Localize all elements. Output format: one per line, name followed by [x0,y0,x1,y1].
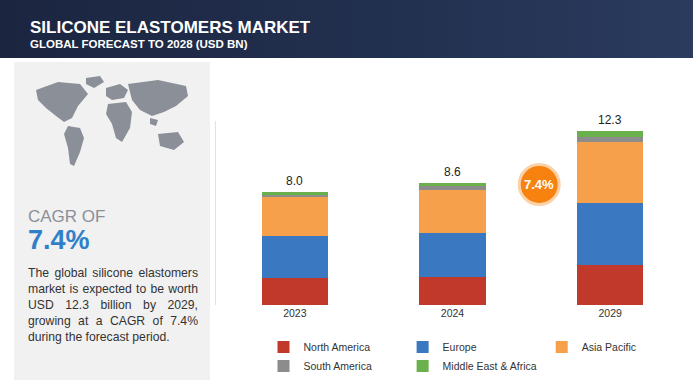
svg-text:8.0: 8.0 [286,174,303,188]
svg-text:8.6: 8.6 [444,165,461,179]
html-text:CAGR OF: CAGR OF [28,207,106,226]
html-text:The global silicone elastomers: The global silicone elastomers market is… [28,266,198,344]
svg-text:North America: North America [304,341,371,353]
svg-text:2029: 2029 [598,307,622,319]
svg-text:Middle East & Africa: Middle East & Africa [443,360,537,372]
svg-text:Europe: Europe [443,341,477,353]
html-text:SILICONE ELASTOMERS MARKET: SILICONE ELASTOMERS MARKET [30,18,311,37]
svg-text:7.4%: 7.4% [524,177,554,192]
svg-text:Asia Pacific: Asia Pacific [582,341,636,353]
svg-text:South America: South America [304,360,372,372]
svg-text:2024: 2024 [441,307,465,319]
html-text:7.4%: 7.4% [28,225,90,255]
html-text:GLOBAL FORECAST TO 2028 (USD B: GLOBAL FORECAST TO 2028 (USD BN) [30,38,248,50]
svg-text:12.3: 12.3 [598,113,622,127]
svg-text:2023: 2023 [283,307,307,319]
